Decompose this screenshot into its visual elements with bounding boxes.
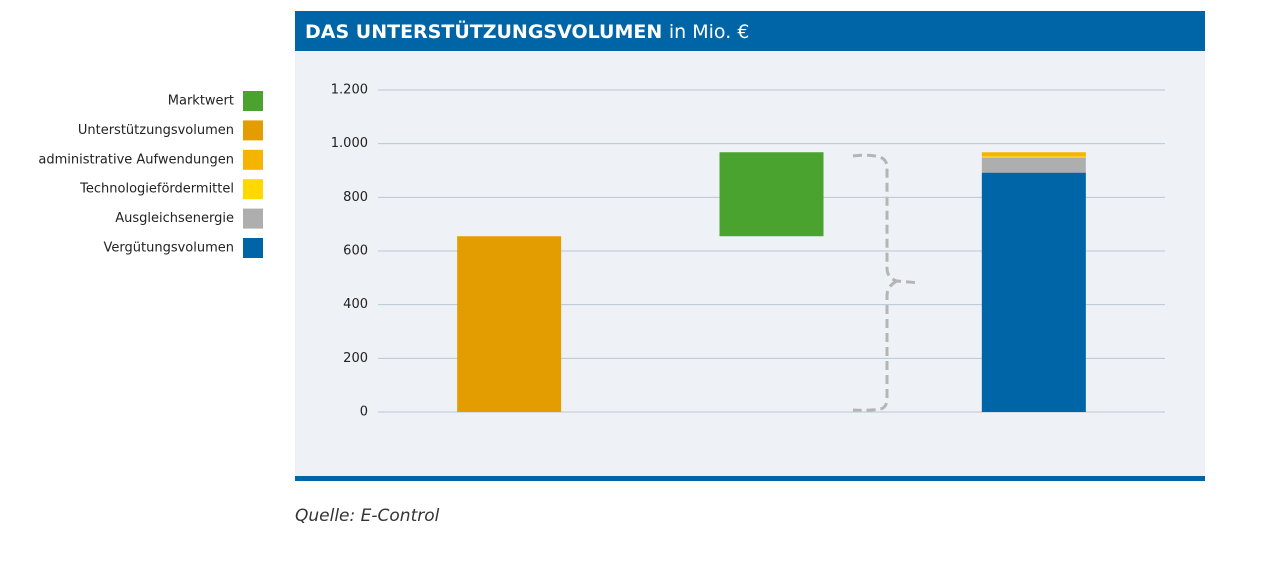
chart-title: DAS UNTERSTÜTZUNGSVOLUMEN in Mio. € xyxy=(305,19,749,43)
bar-segment xyxy=(981,157,1086,173)
y-tick-label: 600 xyxy=(343,244,368,259)
legend-swatch xyxy=(243,179,263,200)
y-tick-label: 800 xyxy=(343,190,368,205)
y-tick-label: 1.200 xyxy=(331,83,368,98)
y-tick-label: 400 xyxy=(343,297,368,312)
legend-label: Technologiefördermittel xyxy=(79,182,234,197)
bar-segment xyxy=(981,172,1086,412)
brace xyxy=(852,153,921,412)
legend-swatch xyxy=(243,238,263,258)
legend-label: Ausgleichsenergie xyxy=(115,211,234,226)
legend-swatch xyxy=(243,149,263,170)
title-main: DAS UNTERSTÜTZUNGSVOLUMEN xyxy=(305,19,662,43)
legend-swatch xyxy=(243,120,263,141)
source: Quelle: E-Control xyxy=(295,506,440,526)
legend-label: Marktwert xyxy=(168,94,234,109)
bottom-rule xyxy=(295,476,1205,481)
bar-segment xyxy=(719,152,824,237)
legend-swatch xyxy=(243,91,263,111)
y-tick-label: 200 xyxy=(343,351,368,366)
y-tick-label: 1.000 xyxy=(331,136,368,151)
legend-swatch xyxy=(243,208,263,229)
legend-label: Vergütungsvolumen xyxy=(104,241,235,256)
bar-segment xyxy=(981,156,1086,158)
bar-segment xyxy=(457,236,562,412)
title-bar xyxy=(295,11,1205,51)
legend-label: Unterstützungsvolumen xyxy=(78,123,234,138)
bar-segment xyxy=(981,152,1086,157)
legend-label: administrative Aufwendungen xyxy=(38,152,234,167)
y-tick-label: 0 xyxy=(360,405,368,420)
title-unit: in Mio. € xyxy=(669,21,750,43)
